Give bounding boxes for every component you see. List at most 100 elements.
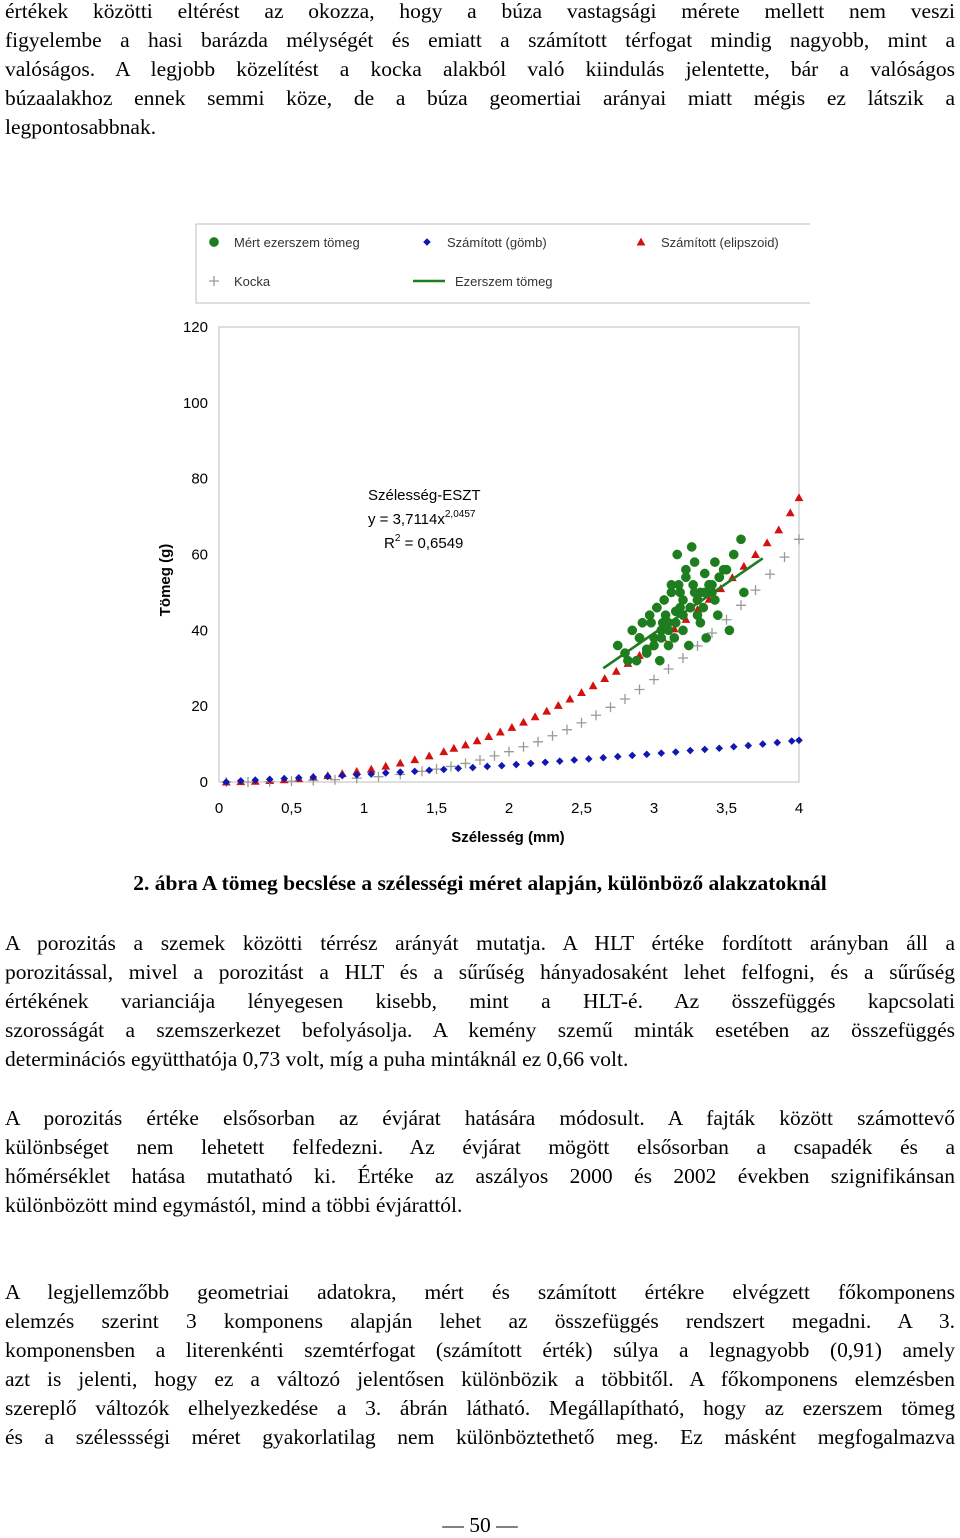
point-triangle bbox=[577, 688, 586, 697]
point-diamond bbox=[222, 778, 231, 786]
legend-marker-plus bbox=[209, 276, 219, 286]
point-diamond bbox=[715, 744, 724, 753]
text-line: figyelembe a hasi barázda mélységét és e… bbox=[5, 28, 955, 52]
intro-paragraph: értékek közötti eltérést az okozza, hogy… bbox=[5, 0, 955, 142]
r2-base: R bbox=[384, 535, 395, 552]
point-diamond bbox=[439, 765, 448, 774]
point-triangle bbox=[739, 561, 749, 570]
point-plus bbox=[431, 764, 442, 775]
point-plus bbox=[286, 776, 297, 787]
point-triangle bbox=[461, 740, 470, 749]
point-diamond bbox=[265, 775, 274, 784]
figure-caption: 2. ábra A tömeg becslése a szélességi mé… bbox=[133, 871, 827, 895]
point-plus bbox=[605, 702, 616, 713]
point-circle bbox=[724, 625, 735, 636]
point-diamond bbox=[367, 770, 376, 778]
point-triangle bbox=[424, 751, 434, 760]
point-circle bbox=[712, 610, 723, 621]
point-circle bbox=[728, 549, 739, 560]
point-triangle bbox=[751, 550, 760, 559]
point-diamond bbox=[512, 760, 521, 769]
r2-value: = 0,6549 bbox=[400, 535, 463, 552]
point-diamond bbox=[454, 764, 463, 773]
point-circle bbox=[714, 572, 725, 583]
legend-label: Számított (gömb) bbox=[447, 235, 547, 250]
paragraph-porosity: A porozitás a szemek közötti térrész ará… bbox=[5, 929, 955, 1074]
y-tick-labels: 0 20 40 60 80 100 120 bbox=[183, 319, 208, 791]
point-diamond bbox=[671, 748, 680, 756]
x-tick-label: 1,5 bbox=[426, 800, 447, 817]
point-diamond bbox=[309, 773, 318, 781]
point-diamond bbox=[236, 777, 245, 785]
point-circle bbox=[718, 564, 729, 575]
y-tick-label: 60 bbox=[191, 547, 208, 564]
y-tick-label: 20 bbox=[191, 698, 208, 715]
point-plus bbox=[678, 653, 688, 664]
point-circle bbox=[672, 549, 683, 560]
annotation-title: Szélesség-ESZT bbox=[368, 487, 481, 504]
point-circle bbox=[710, 557, 720, 567]
point-circle bbox=[659, 595, 670, 605]
plot-area bbox=[218, 326, 800, 783]
point-circle bbox=[627, 625, 638, 636]
x-axis-label: Szélesség (mm) bbox=[451, 829, 564, 846]
text-line: hőmérséklet hatása mutatható ki. Értéke … bbox=[5, 1164, 955, 1188]
point-diamond bbox=[352, 770, 361, 779]
point-plus bbox=[475, 755, 485, 766]
point-diamond bbox=[657, 749, 666, 757]
point-circle bbox=[654, 655, 665, 666]
point-diamond bbox=[468, 763, 477, 772]
point-plus bbox=[576, 717, 587, 728]
x-tick-label: 3 bbox=[650, 800, 658, 817]
weight-width-chart: Mért ezerszem tömeg Számított (gömb) Számí… bbox=[150, 222, 810, 852]
point-diamond bbox=[700, 745, 709, 754]
point-plus bbox=[504, 746, 514, 757]
point-circle bbox=[641, 648, 652, 658]
point-circle bbox=[663, 625, 674, 636]
paragraph-principal-components: A legjellemzőbb geometriai adatokra, mér… bbox=[5, 1278, 955, 1452]
point-circle bbox=[678, 625, 688, 636]
legend-items: Mért ezerszem tömeg Számított (gömb) Számí… bbox=[209, 235, 779, 289]
text-line: értékének varianciája lényegesen kisebb,… bbox=[5, 989, 955, 1013]
text-line: A porozitás a szemek közötti térrész ará… bbox=[5, 931, 955, 955]
point-diamond bbox=[795, 736, 803, 745]
point-diamond bbox=[526, 759, 535, 768]
point-triangle bbox=[352, 766, 362, 775]
point-diamond bbox=[483, 762, 492, 771]
point-circle bbox=[689, 557, 700, 567]
page-number: — 50 — bbox=[442, 1513, 518, 1537]
point-plus bbox=[330, 774, 340, 785]
equation-exponent: 2,0457 bbox=[445, 509, 476, 520]
point-triangle bbox=[395, 758, 405, 767]
point-triangle bbox=[519, 717, 528, 726]
point-plus bbox=[649, 674, 659, 685]
point-circle bbox=[699, 568, 710, 579]
point-plus bbox=[446, 761, 456, 772]
point-diamond bbox=[396, 768, 405, 776]
point-plus bbox=[794, 534, 804, 545]
point-diamond bbox=[599, 753, 608, 762]
text-line: búzaalakhoz ennek semmi köze, de a búza … bbox=[5, 86, 955, 110]
y-axis-label: Tömeg (g) bbox=[157, 544, 174, 617]
point-diamond bbox=[294, 774, 303, 782]
point-triangle bbox=[472, 736, 482, 745]
x-tick-label: 2 bbox=[505, 800, 513, 817]
text-line: különbséget nem lehetett felfedezni. Az … bbox=[5, 1135, 955, 1159]
point-diamond bbox=[773, 738, 782, 747]
annotation-r2: R2 = 0,6549 bbox=[384, 533, 463, 552]
y-tick-label: 40 bbox=[191, 622, 208, 639]
point-circle bbox=[701, 633, 712, 643]
point-plus bbox=[489, 750, 500, 761]
point-plus bbox=[750, 585, 761, 596]
point-circle bbox=[686, 542, 697, 552]
point-diamond bbox=[613, 752, 622, 761]
point-circle bbox=[675, 602, 685, 613]
text-line: determinációs együtthatója 0,73 volt, mí… bbox=[5, 1047, 629, 1071]
x-tick-label: 3,5 bbox=[716, 800, 737, 817]
point-triangle bbox=[785, 508, 795, 517]
point-triangle bbox=[530, 712, 540, 721]
point-diamond bbox=[425, 766, 434, 775]
legend-marker-circle bbox=[209, 237, 219, 247]
trendline bbox=[602, 557, 764, 670]
legend-label: Számított (elipszoid) bbox=[661, 235, 779, 250]
